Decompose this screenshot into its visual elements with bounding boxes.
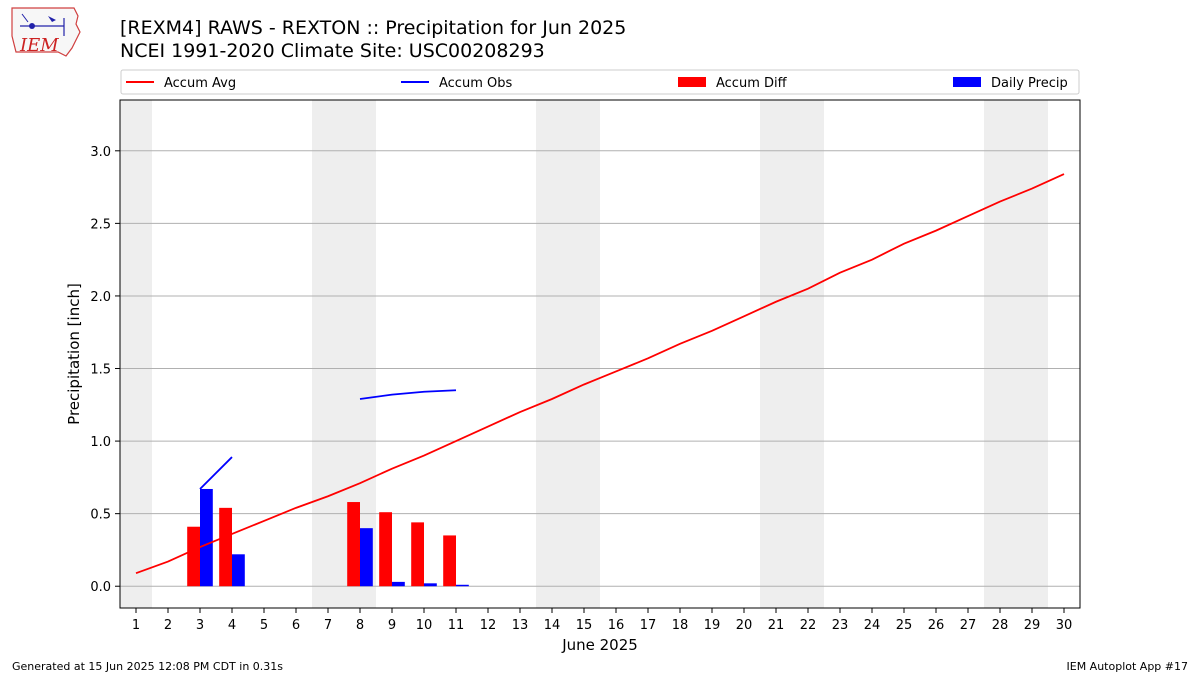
legend-label: Accum Diff bbox=[716, 76, 788, 91]
x-tick-label: 9 bbox=[388, 618, 396, 633]
x-tick-label: 12 bbox=[480, 618, 497, 633]
x-tick-label: 13 bbox=[512, 618, 529, 633]
x-tick-label: 7 bbox=[324, 618, 332, 633]
x-tick-label: 21 bbox=[768, 618, 785, 633]
daily-precip-bar bbox=[360, 528, 373, 587]
plot-frame bbox=[119, 99, 1081, 609]
y-axis-ticks: 0.0 0.5 1.0 1.5 2.0 2.5 3.0 bbox=[90, 145, 120, 595]
x-tick-label: 6 bbox=[292, 618, 300, 633]
legend: Accum Avg Accum Obs Accum Diff Daily Precip bbox=[120, 69, 1080, 95]
x-tick-label: 20 bbox=[736, 618, 753, 633]
legend-swatch-bar bbox=[953, 77, 981, 87]
accum-obs-line bbox=[199, 456, 233, 490]
accum-obs-line bbox=[359, 389, 457, 400]
x-tick-label: 25 bbox=[896, 618, 913, 633]
y-tick-label: 1.0 bbox=[90, 435, 111, 450]
legend-swatch-bar bbox=[678, 77, 706, 87]
app-credit: IEM Autoplot App #17 bbox=[1066, 660, 1189, 673]
weekend-band bbox=[120, 100, 152, 608]
x-tick-label: 27 bbox=[960, 618, 977, 633]
x-tick-label: 24 bbox=[864, 618, 881, 633]
x-tick-label: 23 bbox=[832, 618, 849, 633]
daily-precip-bar bbox=[392, 581, 405, 587]
accum-diff-bar bbox=[443, 535, 456, 587]
daily-precip-bar bbox=[200, 488, 213, 587]
chart-title: [REXM4] RAWS - REXTON :: Precipitation f… bbox=[120, 17, 627, 39]
lines bbox=[135, 173, 1065, 575]
x-tick-label: 14 bbox=[544, 618, 561, 633]
x-tick-label: 22 bbox=[800, 618, 817, 633]
weekend-band bbox=[760, 100, 824, 608]
daily-precip-bar bbox=[456, 584, 469, 587]
weekend-band bbox=[984, 100, 1048, 608]
legend-box bbox=[120, 69, 1080, 95]
x-tick-label: 26 bbox=[928, 618, 945, 633]
y-tick-label: 3.0 bbox=[90, 145, 111, 160]
x-tick-label: 4 bbox=[228, 618, 236, 633]
y-axis-label: Precipitation [inch] bbox=[65, 283, 83, 425]
legend-label: Accum Avg bbox=[164, 76, 236, 91]
legend-label: Accum Obs bbox=[439, 76, 512, 91]
accum-diff-bar bbox=[411, 522, 424, 587]
bars bbox=[187, 488, 469, 587]
x-tick-label: 15 bbox=[576, 618, 593, 633]
x-tick-label: 8 bbox=[356, 618, 364, 633]
x-tick-label: 30 bbox=[1056, 618, 1073, 633]
y-tick-label: 2.5 bbox=[90, 217, 111, 232]
x-tick-label: 2 bbox=[164, 618, 172, 633]
x-tick-label: 16 bbox=[608, 618, 625, 633]
weekend-band bbox=[536, 100, 600, 608]
accum-avg-line bbox=[135, 173, 1065, 575]
y-tick-label: 2.0 bbox=[90, 290, 111, 305]
x-tick-label: 5 bbox=[260, 618, 268, 633]
x-axis-ticks: 1 2 3 4 5 6 7 8 9 10 11 12 13 14 15 16 17 18 19 20 21 22 23 24 2… bbox=[132, 608, 1072, 633]
weekend-shading bbox=[120, 100, 1048, 608]
x-axis-label: June 2025 bbox=[561, 636, 638, 654]
legend-label: Daily Precip bbox=[991, 76, 1068, 91]
logo-text: IEM bbox=[19, 35, 59, 56]
x-tick-label: 3 bbox=[196, 618, 204, 633]
accum-diff-bar bbox=[379, 512, 392, 587]
x-tick-label: 19 bbox=[704, 618, 721, 633]
x-tick-label: 1 bbox=[132, 618, 140, 633]
y-tick-label: 0.5 bbox=[90, 508, 111, 523]
daily-precip-bar bbox=[424, 583, 437, 587]
accum-diff-bar bbox=[187, 526, 200, 587]
y-tick-label: 0.0 bbox=[90, 580, 111, 595]
accum-diff-bar bbox=[347, 502, 360, 587]
generated-timestamp: Generated at 15 Jun 2025 12:08 PM CDT in… bbox=[12, 660, 284, 673]
daily-precip-bar bbox=[232, 554, 245, 587]
x-tick-label: 11 bbox=[448, 618, 465, 633]
chart-subtitle: NCEI 1991-2020 Climate Site: USC00208293 bbox=[120, 40, 545, 62]
accum-diff-bar bbox=[219, 507, 232, 587]
x-tick-label: 10 bbox=[416, 618, 433, 633]
y-tick-label: 1.5 bbox=[90, 363, 111, 378]
iem-logo: IEM bbox=[8, 6, 82, 62]
x-tick-label: 18 bbox=[672, 618, 689, 633]
weekend-band bbox=[312, 100, 376, 608]
x-tick-label: 29 bbox=[1024, 618, 1041, 633]
x-tick-label: 28 bbox=[992, 618, 1009, 633]
x-tick-label: 17 bbox=[640, 618, 657, 633]
